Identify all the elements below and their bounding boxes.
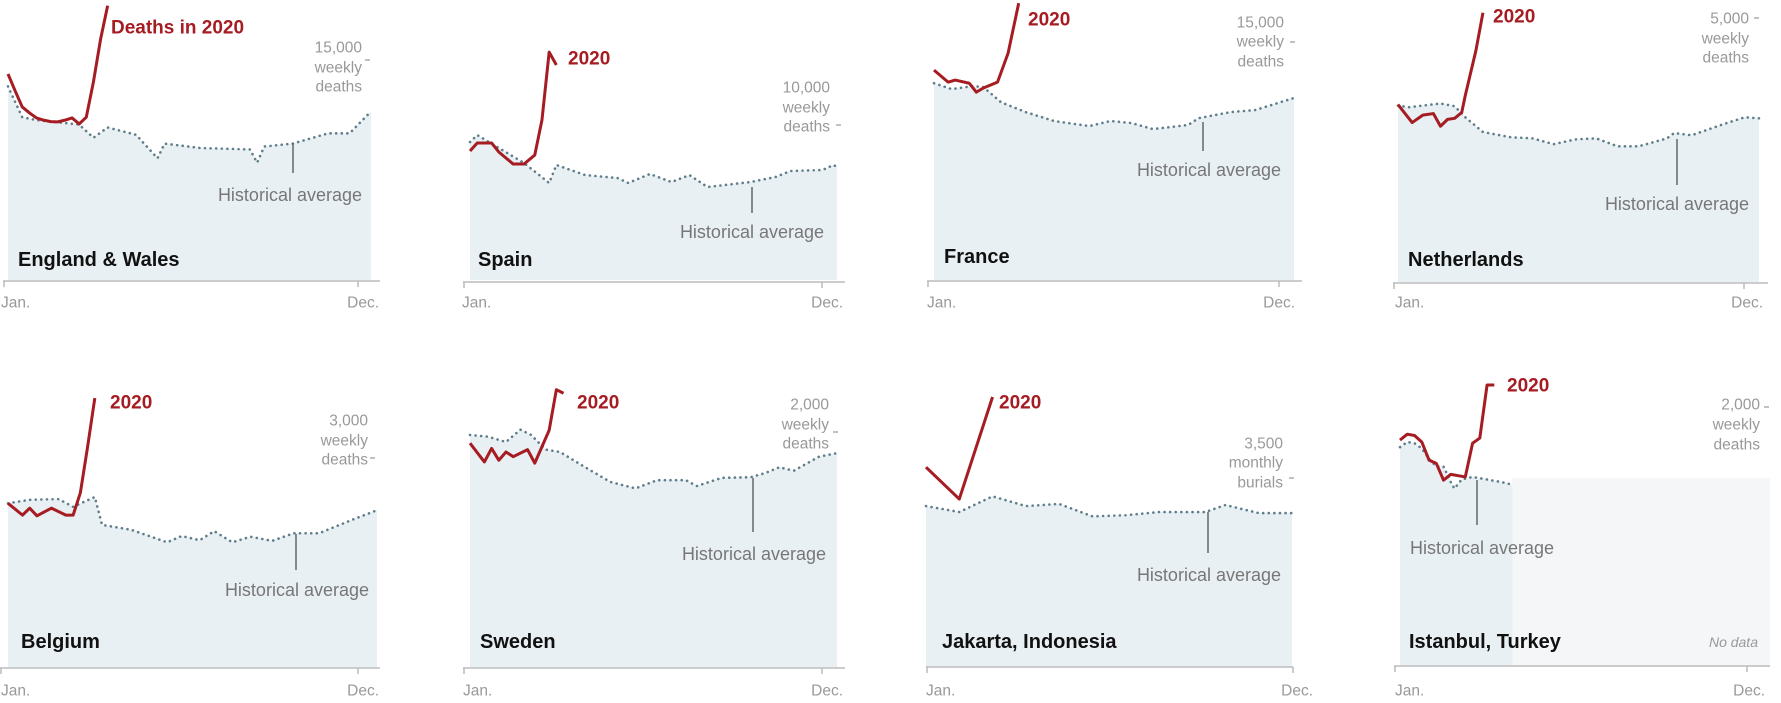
scale-label: 5,000 (1710, 10, 1749, 28)
scale-label: 15,000 (314, 39, 362, 57)
country-name: Sweden (480, 631, 556, 653)
deaths-2020-line (1396, 12, 1485, 128)
historical-area (934, 83, 1294, 281)
x-label-dec: Dec. (347, 294, 379, 312)
historical-area (470, 429, 837, 667)
historical-area (1398, 103, 1759, 282)
historical-average-line (468, 428, 839, 490)
scale-label: 2,000 (1721, 396, 1760, 414)
scale-label: weekly (314, 59, 362, 77)
scale-label: weekly (1236, 33, 1284, 51)
historical-average-label: Historical average (1410, 538, 1555, 558)
x-label-jan: Jan. (462, 294, 492, 312)
x-label-jan: Jan. (926, 682, 956, 700)
x-label-jan: Jan. (927, 294, 957, 312)
x-label-dec: Dec. (811, 294, 843, 312)
country-name: Istanbul, Turkey (1409, 631, 1561, 653)
scale-label: burials (1237, 474, 1283, 492)
country-name: Netherlands (1408, 249, 1524, 271)
label-2020: 2020 (1028, 9, 1071, 31)
panel-netherlands (1393, 12, 1768, 289)
scale-label: weekly (781, 416, 829, 434)
no-data-area (1512, 478, 1770, 666)
historical-average-label: Historical average (224, 580, 369, 600)
x-label-dec: Dec. (811, 682, 843, 700)
country-name: Spain (478, 249, 533, 271)
scale-label: weekly (782, 99, 830, 117)
label-2020: 2020 (1493, 6, 1536, 28)
country-name: Jakarta, Indonesia (942, 631, 1117, 653)
deaths-2020-line (468, 388, 565, 465)
x-label-jan: Jan. (1, 294, 31, 312)
historical-area (8, 497, 377, 667)
panel-jakarta-indonesia (924, 396, 1294, 673)
historical-area (470, 135, 837, 280)
panel-france (927, 2, 1302, 287)
historical-average-label: Historical average (1136, 160, 1281, 180)
historical-average-line (932, 81, 1296, 131)
x-label-jan: Jan. (1, 682, 31, 700)
scale-label: deaths (1237, 53, 1284, 71)
historical-average-line (924, 494, 1294, 518)
country-name: England & Wales (18, 249, 180, 271)
country-name: Belgium (21, 631, 100, 653)
historical-area (1400, 441, 1513, 666)
historical-average-label: Historical average (681, 544, 826, 564)
historical-area (926, 496, 1292, 667)
panel-sweden (463, 388, 845, 674)
panel-england-wales (3, 5, 380, 287)
historical-average-line (468, 133, 839, 189)
scale-label: deaths (315, 78, 362, 96)
scale-label: weekly (1701, 30, 1749, 48)
deaths-2020-line (468, 50, 558, 166)
historical-average-label: Historical average (679, 222, 824, 242)
country-name: France (944, 246, 1010, 268)
scale-label: deaths (1702, 49, 1749, 67)
x-label-jan: Jan. (1395, 294, 1425, 312)
panel-istanbul-turkey (1394, 383, 1770, 672)
panel-spain (463, 50, 845, 288)
scale-label: 10,000 (782, 79, 830, 97)
label-2020: 2020 (1507, 375, 1550, 397)
historical-average-line (6, 85, 373, 166)
scale-label: deaths (782, 435, 829, 453)
label-2020: 2020 (577, 392, 620, 414)
x-label-dec: Dec. (1733, 682, 1765, 700)
x-label-jan: Jan. (1395, 682, 1425, 700)
deaths-2020-line (924, 396, 994, 501)
label-2020: 2020 (110, 392, 153, 414)
label-2020: 2020 (568, 48, 611, 70)
x-label-dec: Dec. (1731, 294, 1763, 312)
historical-average-label: Historical average (217, 185, 362, 205)
historical-average-label: Historical average (1136, 565, 1281, 585)
scale-label: deaths (321, 451, 368, 469)
x-label-dec: Dec. (347, 682, 379, 700)
scale-label: 3,500 (1244, 435, 1283, 453)
no-data-label: No data (1708, 634, 1758, 650)
scale-label: 3,000 (329, 412, 368, 430)
scale-label: weekly (1712, 416, 1760, 434)
scale-label: monthly (1228, 454, 1283, 472)
deaths-2020-line (7, 397, 97, 518)
scale-label: deaths (1713, 436, 1760, 454)
historical-average-line (6, 495, 379, 544)
scale-label: weekly (320, 432, 368, 450)
scale-label: deaths (783, 118, 830, 136)
historical-average-line (1396, 102, 1761, 148)
scale-label: 15,000 (1236, 14, 1284, 32)
panel-belgium (0, 397, 380, 674)
historical-average-line (1398, 440, 1514, 491)
historical-average-label: Historical average (1604, 194, 1749, 214)
label-2020: Deaths in 2020 (111, 17, 245, 39)
x-label-jan: Jan. (463, 682, 493, 700)
x-label-dec: Dec. (1281, 682, 1313, 700)
deaths-2020-line (6, 5, 110, 126)
label-2020: 2020 (999, 392, 1042, 414)
deaths-2020-line (933, 2, 1021, 94)
x-label-dec: Dec. (1263, 294, 1295, 312)
scale-label: 2,000 (790, 396, 829, 414)
deaths-2020-line (1399, 383, 1495, 482)
